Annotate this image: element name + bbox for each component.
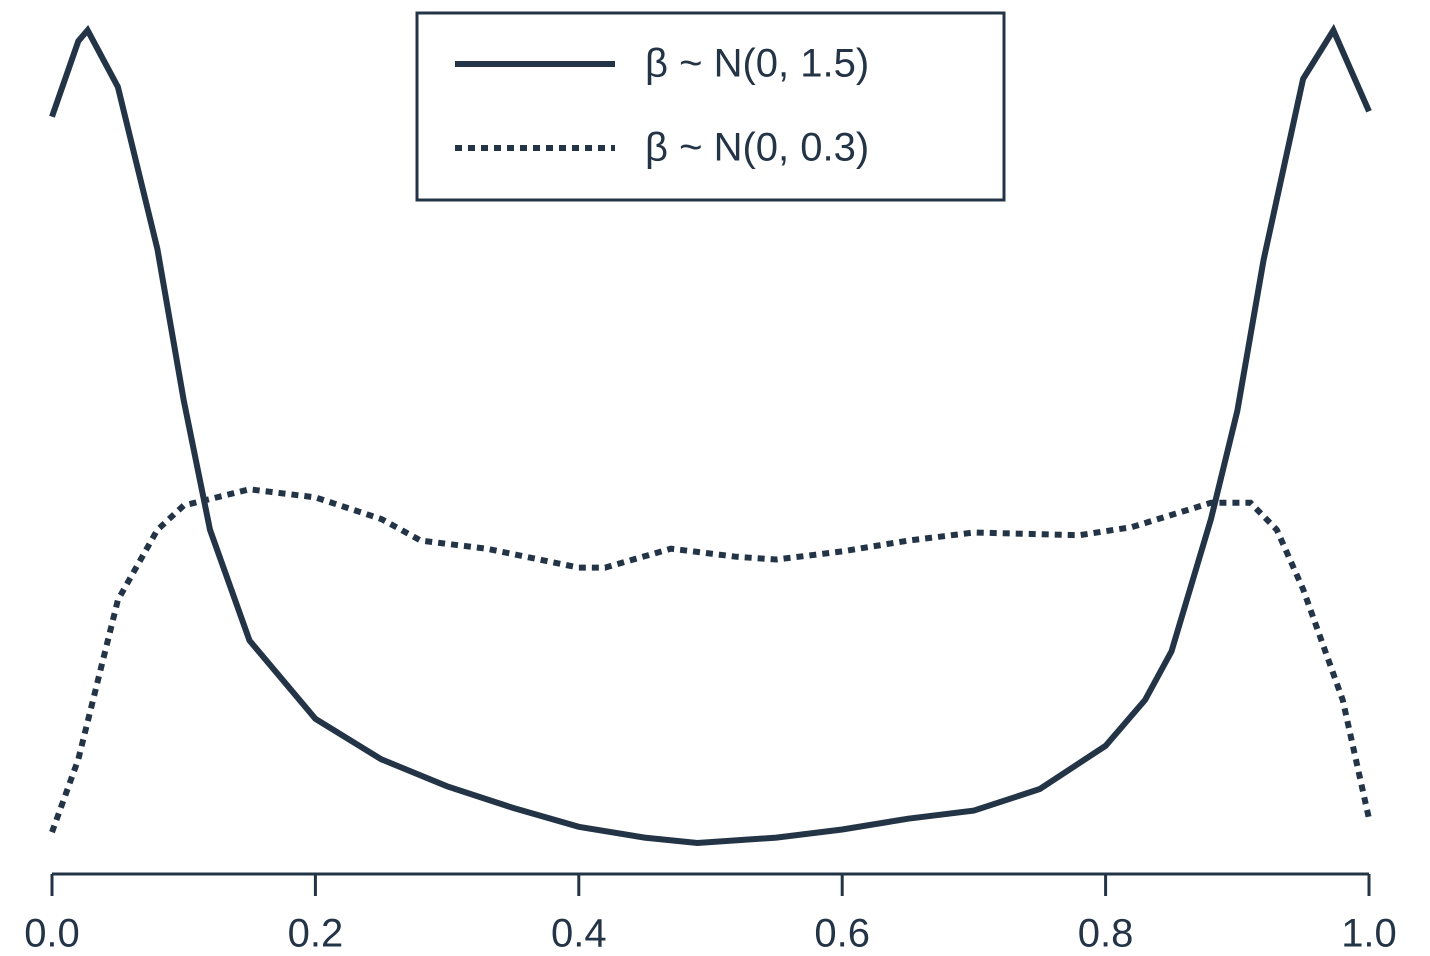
x-tick-label: 0.8 xyxy=(1078,912,1134,956)
x-tick-label: 1.0 xyxy=(1341,912,1397,956)
legend-box xyxy=(415,11,1006,202)
series-line xyxy=(49,486,1372,834)
x-tick-label: 0.4 xyxy=(551,912,607,956)
x-tick-label: 0.0 xyxy=(24,912,80,956)
legend-label: β ~ N(0, 0.3) xyxy=(645,126,869,170)
legend-label: β ~ N(0, 1.5) xyxy=(645,42,869,86)
x-tick-label: 0.6 xyxy=(814,912,870,956)
series-line xyxy=(49,23,1372,847)
x-tick-label: 0.2 xyxy=(288,912,344,956)
